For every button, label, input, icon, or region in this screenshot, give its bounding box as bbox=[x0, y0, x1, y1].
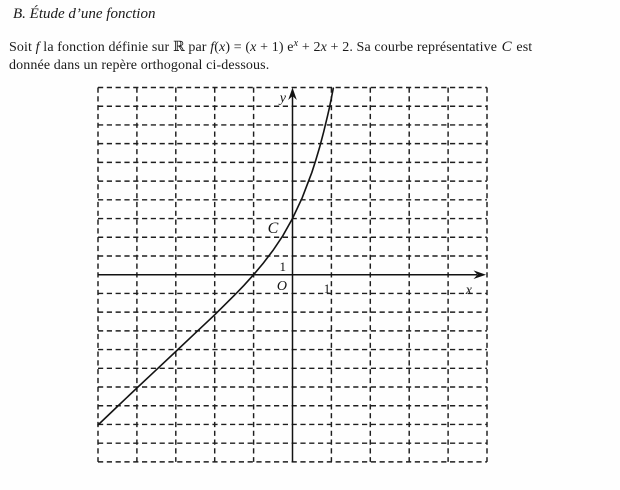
y-axis-label: y bbox=[278, 91, 287, 106]
text-segment: est bbox=[512, 40, 533, 55]
text-segment: x bbox=[320, 40, 327, 55]
intro-paragraph: Soit f la fonction définie sur ℝ par f(x… bbox=[9, 38, 533, 75]
text-segment: x bbox=[250, 40, 257, 55]
section-title: B. Étude d’une fonction bbox=[13, 6, 156, 22]
text-segment: par bbox=[184, 40, 211, 55]
text-segment: f bbox=[210, 40, 215, 55]
text-segment: C bbox=[501, 39, 512, 55]
text-segment: x bbox=[293, 38, 299, 49]
text-segment: f bbox=[35, 40, 40, 55]
text-segment: ℝ bbox=[172, 39, 185, 55]
origin-label: O bbox=[277, 279, 287, 294]
text-segment: ) = ( bbox=[225, 40, 251, 55]
function-curve bbox=[97, 87, 335, 426]
intro-line-2: donnée dans un repère orthogonal ci-dess… bbox=[9, 58, 532, 75]
intro-line-1: Soit f la fonction définie sur ℝ par f(x… bbox=[9, 38, 533, 58]
text-segment: + 2 bbox=[298, 40, 321, 55]
function-graph: y x O 1 1 C bbox=[97, 86, 488, 463]
text-segment: + 2. Sa courbe représentative bbox=[326, 40, 501, 55]
text-segment: Soit bbox=[9, 40, 36, 55]
x-axis-label: x bbox=[465, 283, 473, 298]
x-unit-label: 1 bbox=[324, 281, 331, 296]
text-segment: x bbox=[219, 40, 226, 55]
text-segment: donnée dans un repère orthogonal ci-dess… bbox=[9, 57, 270, 73]
curve-label: C bbox=[268, 220, 279, 237]
y-unit-label: 1 bbox=[280, 259, 287, 274]
text-segment: + 1) e bbox=[256, 40, 294, 55]
y-axis-arrow-icon bbox=[288, 87, 297, 100]
text-segment: la fonction définie sur bbox=[39, 40, 173, 55]
text-segment: ( bbox=[214, 40, 219, 55]
x-axis-arrow-icon bbox=[473, 270, 486, 279]
